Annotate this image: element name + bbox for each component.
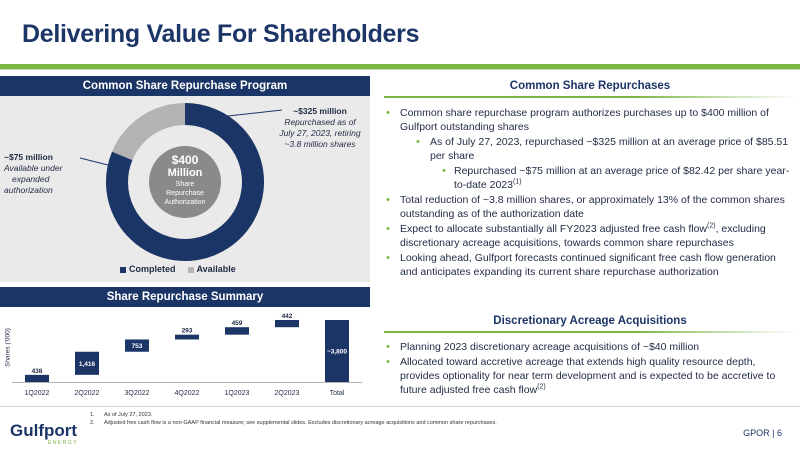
bar-2q2023 (275, 319, 299, 328)
x-tick-label: 1Q2022 (25, 390, 50, 397)
title-rule (0, 64, 800, 69)
x-tick-label: 4Q2022 (175, 390, 200, 397)
callout-available-l2: expanded (12, 174, 50, 184)
repurchases-header: Common Share Repurchases (509, 80, 671, 92)
callout-available-l3: authorization (4, 185, 53, 195)
bottom-rule (0, 406, 800, 407)
title-rule-shadow (0, 69, 800, 70)
bar-value-label: 459 (232, 320, 243, 327)
callout-available-l1: Available under (4, 163, 63, 173)
footnote-1-text: As of July 27, 2023. (104, 412, 153, 418)
footnote-2-text: Adjusted free cash flow is a non-GAAP fi… (104, 420, 497, 426)
callout-completed-head: ~$325 million (293, 106, 347, 116)
center-sub3: Authorization (164, 199, 206, 206)
footnote-1-num: 1. (90, 412, 95, 418)
acquisitions-rule (384, 331, 796, 333)
callout-completed-l3: ~3.8 million shares (284, 139, 356, 149)
legend-completed-label: Completed (129, 264, 176, 274)
bar-2q2022 (75, 351, 99, 375)
callout-completed-l2: July 27, 2023, retiring (279, 128, 361, 138)
bar-value-label: 442 (282, 313, 293, 320)
bar-value-label: ~3,800 (327, 349, 347, 356)
x-tick-label: 2Q2023 (275, 390, 300, 397)
bar-total (325, 320, 349, 382)
repurchases-rule (384, 96, 796, 98)
bar-3q2022 (125, 339, 149, 352)
repurchases-bullet-3: Repurchased ~$75 million at an average p… (384, 164, 796, 192)
donut-center-text: $400 Million Share Repurchase Authorizat… (149, 154, 221, 207)
acquisitions-bullets: Planning 2023 discretionary acreage acqu… (384, 340, 796, 398)
repurchases-bullets: Common share repurchase program authoriz… (384, 106, 796, 280)
logo-sub: ENERGY (48, 440, 78, 446)
donut-completed (106, 103, 264, 261)
repurchase-program-header: Common Share Repurchase Program (0, 76, 370, 96)
repurchases-bullet-5: Expect to allocate substantially all FY2… (384, 222, 796, 250)
repurchases-bullet-4: Total reduction of ~3.8 million shares, … (384, 193, 796, 221)
callout-available: ~$75 million Available under expanded au… (4, 152, 76, 196)
callout-completed: ~$325 million Repurchased as of July 27,… (272, 106, 368, 150)
legend-available: Available (187, 264, 236, 274)
acquisitions-bullet-2: Allocated toward accretive acreage that … (384, 355, 796, 397)
callout-available-head: ~$75 million (4, 152, 53, 162)
acquisitions-bullet-1: Planning 2023 discretionary acreage acqu… (384, 340, 796, 354)
bar-value-label: 293 (182, 328, 193, 335)
footnote-2: 2. Adjusted free cash flow is a non-GAAP … (90, 419, 497, 427)
slide-title: Delivering Value For Shareholders (22, 20, 420, 48)
bar-4q2022 (175, 334, 199, 340)
logo-text: Gulfport (10, 421, 77, 440)
callout-completed-l1: Repurchased as of (284, 117, 356, 127)
gulfport-logo: Gulfport ENERGY (10, 420, 90, 446)
footnote-1: 1. As of July 27, 2023. (90, 411, 497, 419)
x-tick-label: 2Q2022 (75, 390, 100, 397)
donut-legend: Completed Available (120, 264, 236, 274)
x-tick-label: Total (330, 390, 345, 397)
x-tick-label: 3Q2022 (125, 390, 150, 397)
center-unit: Million (167, 167, 203, 179)
legend-available-label: Available (196, 264, 236, 274)
repurchases-bullet-2: As of July 27, 2023, repurchased ~$325 m… (384, 135, 796, 163)
center-sub2: Repurchase (166, 190, 204, 197)
footnote-2-num: 2. (90, 420, 95, 426)
bar-1q2022 (25, 374, 49, 382)
page-number: GPOR | 6 (743, 428, 782, 438)
donut-chart (79, 103, 283, 261)
center-sub1: Share (175, 181, 195, 188)
x-tick-label: 1Q2023 (225, 390, 250, 397)
callout-line-right (209, 109, 283, 119)
center-amount: $400 (171, 153, 199, 167)
repurchases-bullet-1: Common share repurchase program authoriz… (384, 106, 796, 134)
waterfall-chart: 438 1Q2022 1,416 2Q2022 753 3Q2022 293 4Q2022 45… (12, 313, 362, 397)
repurchases-bullet-6: Looking ahead, Gulfport forecasts contin… (384, 251, 796, 279)
donut-center (149, 146, 221, 218)
bar-value-label: 753 (132, 343, 143, 350)
callout-line-left (79, 157, 121, 169)
footnotes: 1. As of July 27, 2023. 2. Adjusted free c… (90, 411, 497, 427)
bar-1q2023 (225, 327, 249, 335)
legend-completed: Completed (120, 264, 176, 274)
logo-mark-icon: Gulfport ENERGY (10, 421, 78, 446)
repurchase-program-panel: $400 Million Share Repurchase Authorizat… (0, 96, 370, 282)
acquisitions-header: Discretionary Acreage Acquisitions (493, 315, 687, 327)
bar-value-label: 1,416 (79, 361, 96, 368)
bar-value-label: 438 (32, 368, 43, 375)
repurchase-summary-header: Share Repurchase Summary (0, 287, 370, 307)
